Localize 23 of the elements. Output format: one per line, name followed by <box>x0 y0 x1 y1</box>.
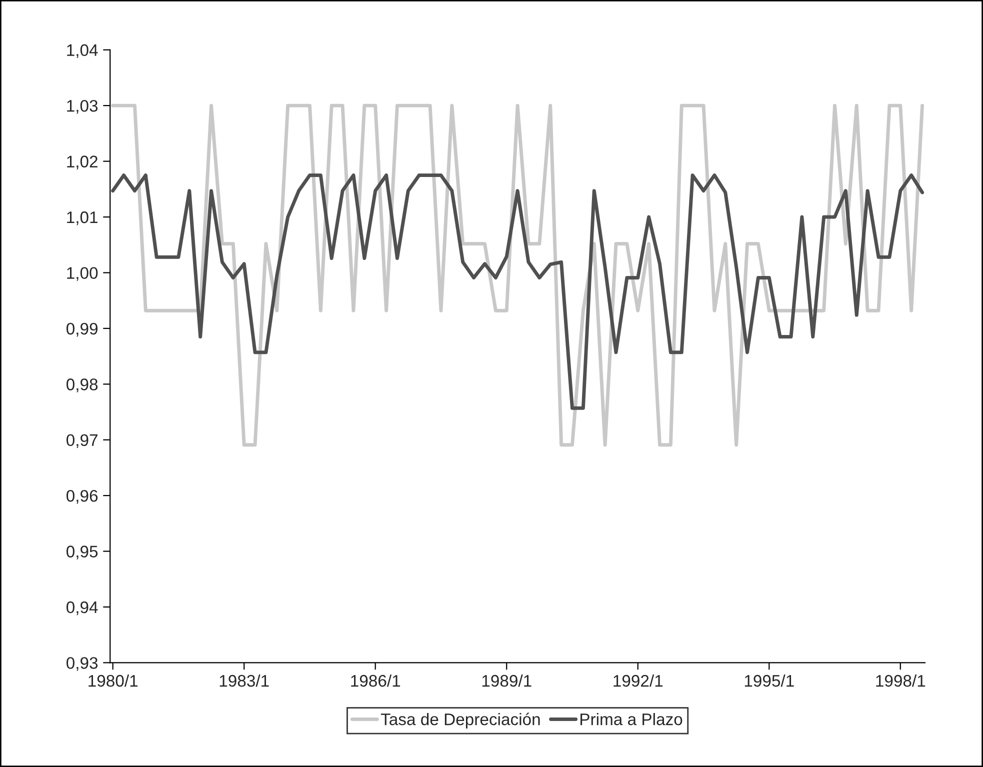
x-tick-label: 1992/1 <box>614 674 663 687</box>
y-tick-label: 0,98 <box>66 378 98 392</box>
y-tick-label: 0,99 <box>66 322 98 337</box>
y-tick-label: 0,97 <box>66 434 98 448</box>
line-series <box>111 104 924 447</box>
y-tick-label: 1,02 <box>67 156 98 170</box>
x-tick-label: 1983/1 <box>220 674 269 687</box>
y-tick-label: 0,94 <box>66 601 98 616</box>
x-tick-label: 1998/1 <box>876 674 926 687</box>
y-tick-label: 0,93 <box>66 657 98 671</box>
line-series <box>111 173 924 410</box>
y-tick-label: 1,00 <box>67 267 98 281</box>
legend-label: Tasa de Depreciación <box>380 712 540 729</box>
x-tick-label: 1986/1 <box>351 674 400 687</box>
x-tick-label: 1989/1 <box>482 674 532 687</box>
y-tick-label: 1,03 <box>67 100 98 114</box>
legend-label: Prima a Plazo <box>580 712 682 726</box>
y-tick-label: 1,01 <box>67 211 98 226</box>
y-tick-label: 1,04 <box>67 44 98 58</box>
y-tick-label: 0,95 <box>66 546 98 560</box>
y-tick-label: 0,96 <box>66 490 98 504</box>
x-tick-label: 1995/1 <box>744 674 794 687</box>
x-tick-label: 1980/1 <box>88 674 138 687</box>
